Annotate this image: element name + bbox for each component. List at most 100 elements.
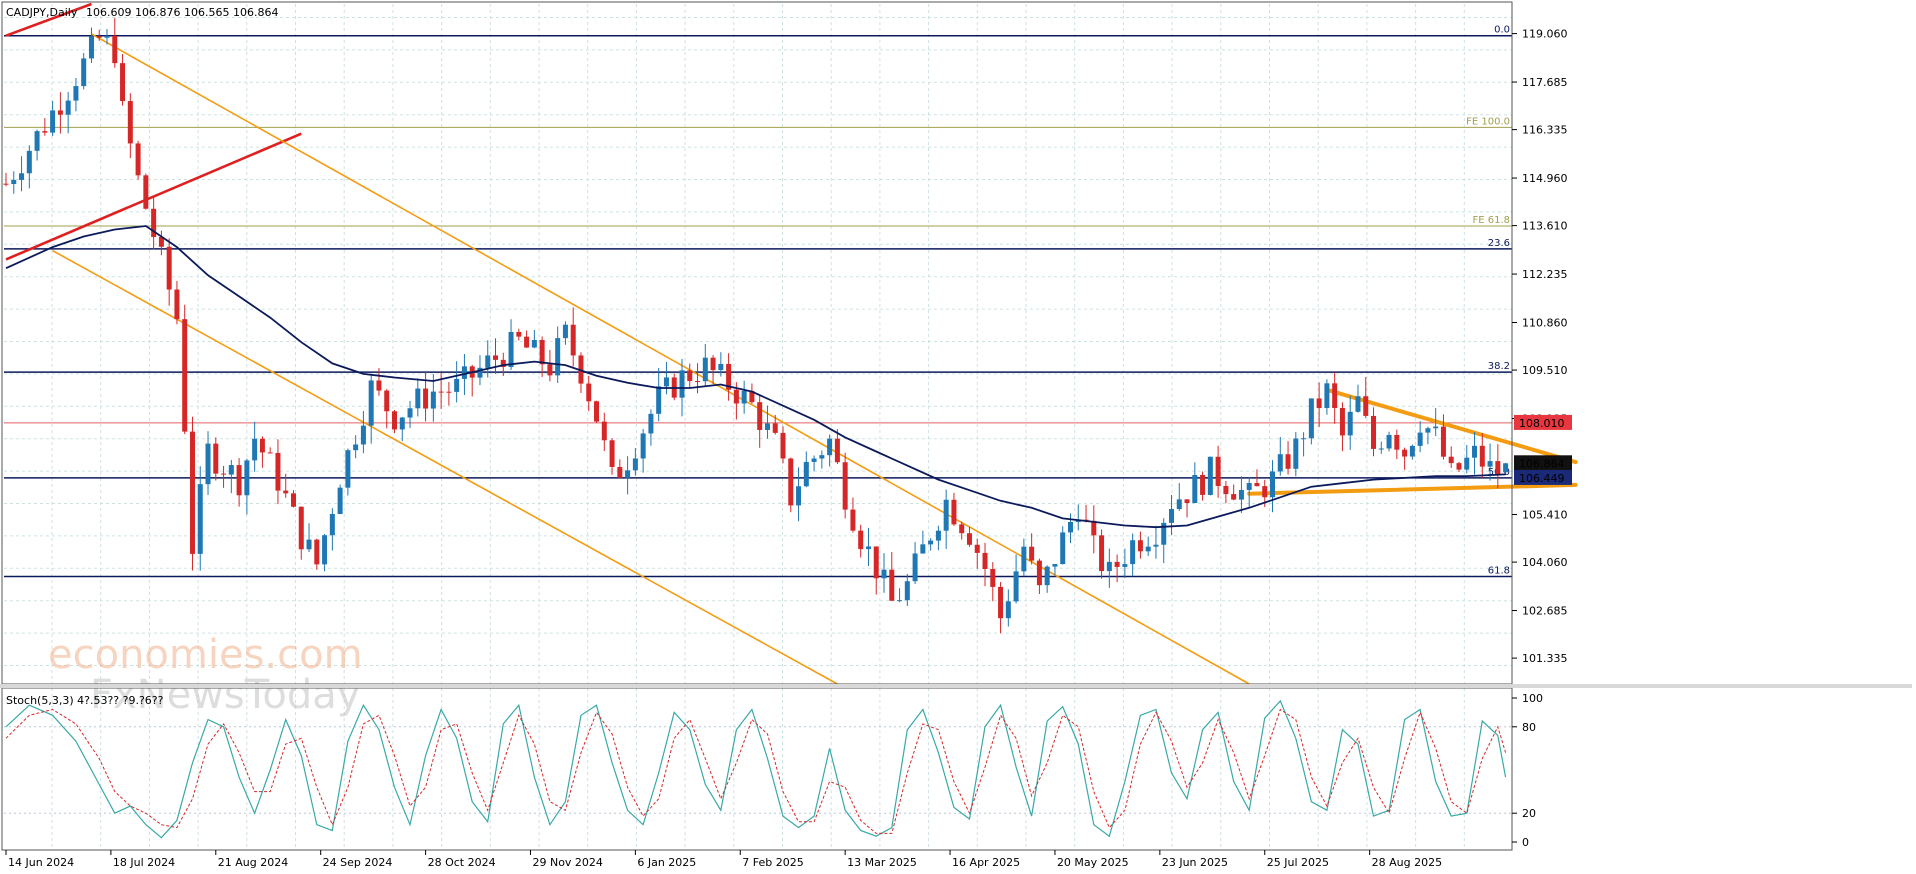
candle-body bbox=[298, 506, 304, 550]
candle-body bbox=[1386, 434, 1392, 449]
time-tick-label: 24 Sep 2024 bbox=[323, 856, 393, 869]
price-marker-box bbox=[1514, 455, 1572, 471]
candle-body bbox=[741, 390, 747, 404]
price-tick-label: 104.060 bbox=[1522, 556, 1568, 569]
candle-body bbox=[601, 421, 607, 441]
candle-body bbox=[1036, 560, 1042, 586]
candle-body bbox=[935, 530, 941, 541]
candle-body bbox=[493, 355, 499, 360]
candle-body bbox=[640, 433, 646, 459]
candle-body bbox=[236, 465, 242, 496]
trend-line-thick bbox=[1247, 482, 1578, 496]
candle-body bbox=[454, 378, 460, 392]
candle-body bbox=[1363, 396, 1369, 416]
candle-body bbox=[1464, 457, 1470, 470]
candle-body bbox=[34, 131, 40, 151]
watermark-fxnewstoday: FxNewsToday bbox=[90, 672, 360, 718]
trend-line-thick bbox=[1324, 387, 1578, 465]
candle-body bbox=[1394, 434, 1400, 450]
candle-body bbox=[1301, 438, 1307, 440]
candle-body bbox=[1005, 601, 1011, 619]
candle-body bbox=[562, 324, 568, 339]
time-tick-label: 28 Oct 2024 bbox=[428, 856, 496, 869]
time-axis: 14 Jun 2024 18 Jul 2024 21 Aug 2024 24 Sep … bbox=[5, 850, 1442, 869]
price-tick-label: 113.610 bbox=[1522, 220, 1568, 233]
candle-body bbox=[213, 443, 219, 474]
candle-body bbox=[166, 246, 172, 290]
price-tick-label: 102.685 bbox=[1522, 605, 1568, 618]
candle-body bbox=[96, 36, 102, 38]
candle-body bbox=[632, 458, 638, 471]
candle-body bbox=[1145, 546, 1151, 552]
candle-body bbox=[1013, 571, 1019, 602]
candle-body bbox=[966, 533, 972, 545]
candle-body bbox=[485, 355, 491, 368]
candle-body bbox=[1254, 483, 1260, 487]
candle-body bbox=[11, 179, 17, 184]
candle-body bbox=[1316, 398, 1322, 409]
level-label: FE 61.8 bbox=[1472, 215, 1510, 226]
candle-body bbox=[1417, 432, 1423, 446]
candle-body bbox=[1067, 522, 1073, 533]
candle-body bbox=[135, 143, 141, 176]
candle-body bbox=[57, 110, 63, 115]
price-axis: 119.060 117.685 116.335 114.960 113.610 112.2… bbox=[1512, 28, 1568, 849]
candle-body bbox=[244, 460, 250, 496]
candle-body bbox=[1215, 456, 1221, 486]
candle-body bbox=[368, 380, 374, 426]
time-tick-label: 21 Aug 2024 bbox=[218, 856, 288, 869]
level-label: 38.2 bbox=[1488, 361, 1510, 372]
candle-body bbox=[648, 413, 654, 434]
trend-line-red bbox=[5, 2, 92, 37]
time-tick-label: 16 Apr 2025 bbox=[952, 856, 1020, 869]
candle-body bbox=[920, 544, 926, 554]
candle-body bbox=[399, 417, 405, 430]
candle-body bbox=[1347, 411, 1353, 436]
time-tick-label: 13 Mar 2025 bbox=[847, 856, 917, 869]
time-tick-label: 23 Jun 2025 bbox=[1162, 856, 1228, 869]
candle-body bbox=[407, 408, 413, 418]
candle-body bbox=[290, 493, 296, 507]
candle-body bbox=[834, 438, 840, 463]
candle-body bbox=[695, 381, 701, 383]
candle-body bbox=[345, 450, 351, 488]
candle-body bbox=[1371, 415, 1377, 449]
candle-body bbox=[174, 289, 180, 320]
time-tick-label: 28 Aug 2025 bbox=[1372, 856, 1442, 869]
price-marker-label: 108.010 bbox=[1519, 417, 1565, 430]
stochastic-panel bbox=[4, 699, 1512, 839]
candle-body bbox=[687, 370, 693, 382]
candle-body bbox=[384, 390, 390, 412]
candle-body bbox=[314, 539, 320, 565]
candle-body bbox=[547, 364, 553, 376]
candle-body bbox=[1495, 461, 1501, 475]
candle-body bbox=[73, 86, 79, 101]
candle-body bbox=[1176, 499, 1182, 510]
candle-body bbox=[65, 100, 71, 115]
candle-body bbox=[1487, 461, 1493, 467]
candle-body bbox=[26, 150, 32, 174]
candle-body bbox=[586, 383, 592, 402]
candle-body bbox=[1200, 475, 1206, 495]
stoch-tick-label: 80 bbox=[1522, 721, 1536, 734]
candle-body bbox=[594, 401, 600, 422]
candle-body bbox=[158, 236, 164, 247]
candle-body bbox=[951, 499, 957, 525]
candle-body bbox=[3, 183, 9, 185]
price-marker-label: 106.449 bbox=[1519, 472, 1565, 485]
candle-body bbox=[1409, 445, 1415, 457]
candle-body bbox=[353, 444, 359, 451]
price-marker-box bbox=[1514, 469, 1572, 485]
candle-body bbox=[788, 458, 794, 506]
candle-body bbox=[1052, 564, 1058, 567]
candle-body bbox=[446, 391, 452, 393]
time-tick-label: 6 Jan 2025 bbox=[637, 856, 696, 869]
level-label: 23.6 bbox=[1488, 238, 1510, 249]
stochastic-label: Stoch(5,3,3) 4?.53?? ?9.?6?? bbox=[6, 694, 164, 707]
price-tick-label: 116.335 bbox=[1522, 124, 1568, 137]
candle-body bbox=[780, 432, 786, 459]
level-label: 0.0 bbox=[1494, 25, 1510, 36]
candle-body bbox=[1262, 486, 1268, 498]
candle-body bbox=[531, 339, 537, 348]
candle-body bbox=[1106, 561, 1112, 572]
